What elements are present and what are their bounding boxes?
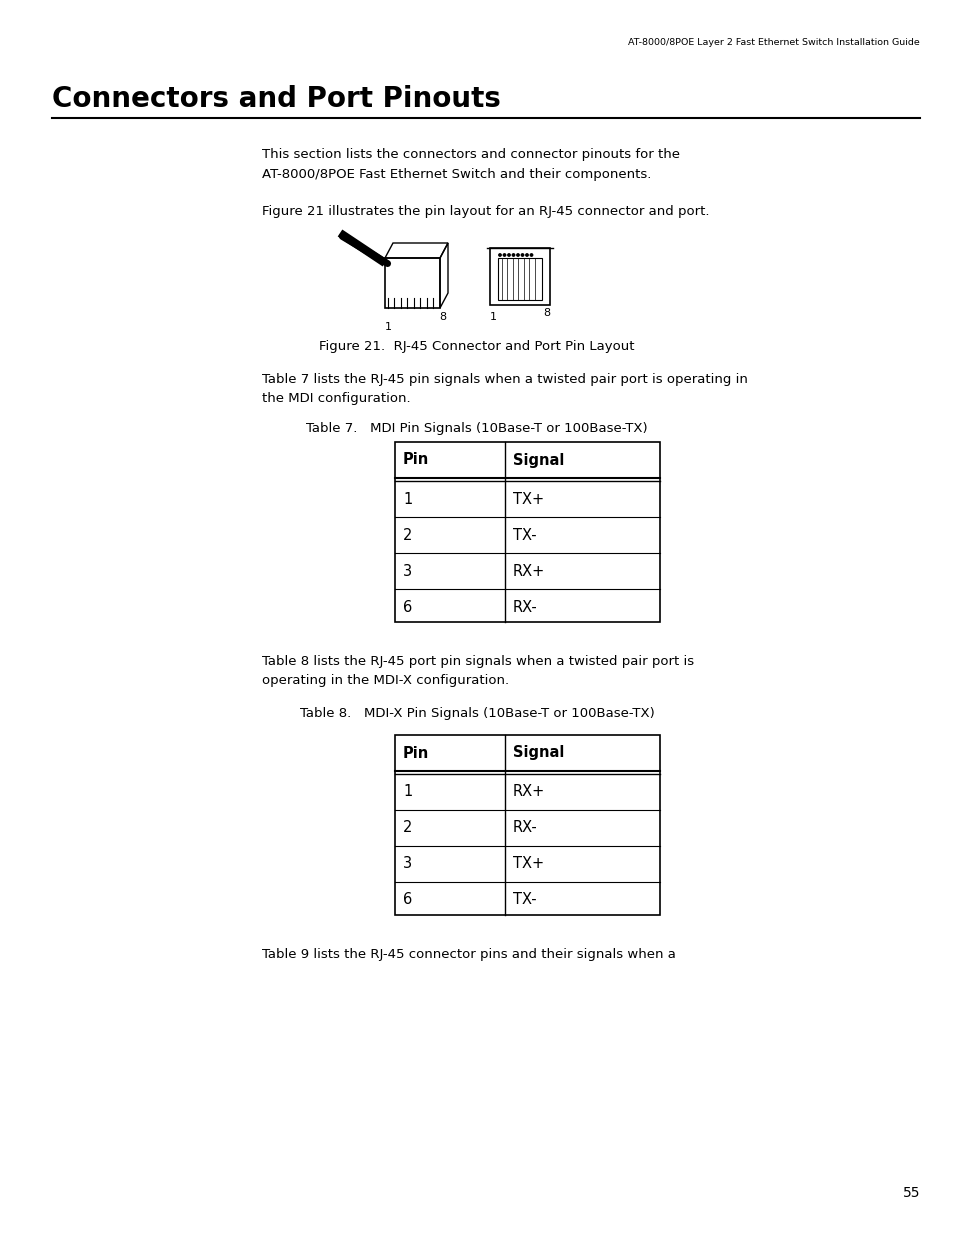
Text: Signal: Signal	[513, 452, 564, 468]
Text: Figure 21.  RJ-45 Connector and Port Pin Layout: Figure 21. RJ-45 Connector and Port Pin …	[319, 340, 634, 353]
Text: RX+: RX+	[513, 784, 545, 799]
Text: 1: 1	[402, 784, 412, 799]
Text: Table 7.   MDI Pin Signals (10Base-T or 100Base-TX): Table 7. MDI Pin Signals (10Base-T or 10…	[306, 422, 647, 435]
Circle shape	[507, 254, 510, 256]
Text: 2: 2	[402, 820, 412, 836]
Text: Table 8.   MDI-X Pin Signals (10Base-T or 100Base-TX): Table 8. MDI-X Pin Signals (10Base-T or …	[299, 706, 654, 720]
Bar	[490, 248, 550, 305]
Text: operating in the MDI-X configuration.: operating in the MDI-X configuration.	[262, 674, 509, 687]
Circle shape	[512, 254, 515, 256]
Text: 8: 8	[439, 312, 446, 322]
Text: RX+: RX+	[513, 563, 545, 578]
Bar	[395, 735, 659, 915]
Circle shape	[530, 254, 532, 256]
Text: the MDI configuration.: the MDI configuration.	[262, 391, 410, 405]
Text: Connectors and Port Pinouts: Connectors and Port Pinouts	[52, 85, 500, 112]
Text: 1: 1	[384, 322, 391, 332]
Bar	[395, 442, 659, 622]
Text: RX-: RX-	[513, 820, 537, 836]
Text: TX+: TX+	[513, 492, 543, 506]
Text: 1: 1	[402, 492, 412, 506]
Bar	[497, 258, 541, 300]
Text: 8: 8	[543, 308, 550, 317]
Text: Figure 21 illustrates the pin layout for an RJ-45 connector and port.: Figure 21 illustrates the pin layout for…	[262, 205, 709, 219]
Text: TX-: TX-	[513, 527, 536, 542]
Text: TX+: TX+	[513, 857, 543, 872]
Text: 6: 6	[402, 893, 412, 908]
Circle shape	[498, 254, 500, 256]
Text: 3: 3	[402, 857, 412, 872]
Circle shape	[520, 254, 523, 256]
Text: AT-8000/8POE Fast Ethernet Switch and their components.: AT-8000/8POE Fast Ethernet Switch and th…	[262, 168, 651, 182]
Text: TX-: TX-	[513, 893, 536, 908]
Text: 2: 2	[402, 527, 412, 542]
Text: 1: 1	[489, 312, 496, 322]
Text: Table 7 lists the RJ-45 pin signals when a twisted pair port is operating in: Table 7 lists the RJ-45 pin signals when…	[262, 373, 747, 387]
Text: 3: 3	[402, 563, 412, 578]
Circle shape	[503, 254, 505, 256]
Circle shape	[525, 254, 528, 256]
Text: Pin: Pin	[402, 452, 429, 468]
Text: This section lists the connectors and connector pinouts for the: This section lists the connectors and co…	[262, 148, 679, 161]
Text: RX-: RX-	[513, 599, 537, 615]
Text: Table 9 lists the RJ-45 connector pins and their signals when a: Table 9 lists the RJ-45 connector pins a…	[262, 948, 675, 961]
Text: 6: 6	[402, 599, 412, 615]
Text: AT-8000/8POE Layer 2 Fast Ethernet Switch Installation Guide: AT-8000/8POE Layer 2 Fast Ethernet Switc…	[628, 38, 919, 47]
Text: Table 8 lists the RJ-45 port pin signals when a twisted pair port is: Table 8 lists the RJ-45 port pin signals…	[262, 655, 694, 668]
Text: Signal: Signal	[513, 746, 564, 761]
Text: 55: 55	[902, 1186, 919, 1200]
Text: Pin: Pin	[402, 746, 429, 761]
Circle shape	[517, 254, 518, 256]
